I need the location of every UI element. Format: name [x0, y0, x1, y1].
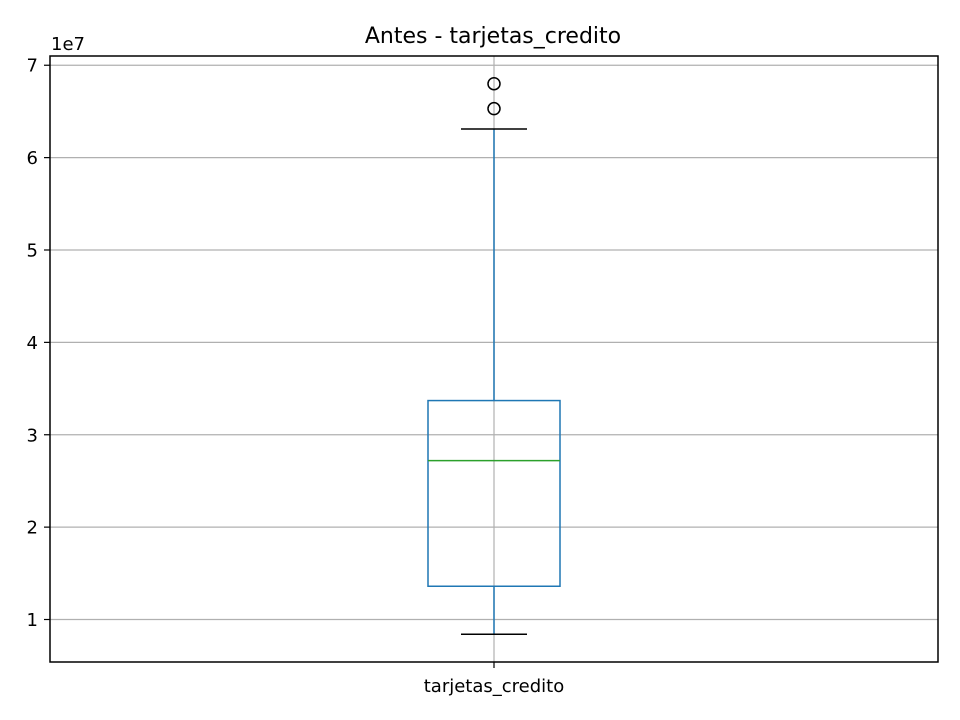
y-tick-label: 4: [27, 333, 38, 354]
x-tick-label: tarjetas_credito: [424, 676, 565, 697]
y-tick-label: 5: [27, 240, 38, 261]
outlier-point: [487, 101, 501, 116]
outlier-point: [487, 76, 501, 91]
y-tick-label: 6: [27, 148, 38, 169]
box-layer: [427, 76, 561, 636]
axes-frame: [49, 55, 939, 663]
y-tick-label: 3: [27, 425, 38, 446]
y-tick-label: 2: [27, 518, 38, 539]
chart-title: Antes - tarjetas_credito: [365, 24, 621, 49]
axis-layer: 1 2 3 4 5 6 7 tarjetas_credito: [27, 55, 939, 697]
iqr-box: [427, 399, 561, 587]
y-axis-offset-label: 1e7: [51, 34, 85, 55]
y-tick-label: 1: [27, 610, 38, 631]
y-tick-label: 7: [27, 56, 38, 77]
